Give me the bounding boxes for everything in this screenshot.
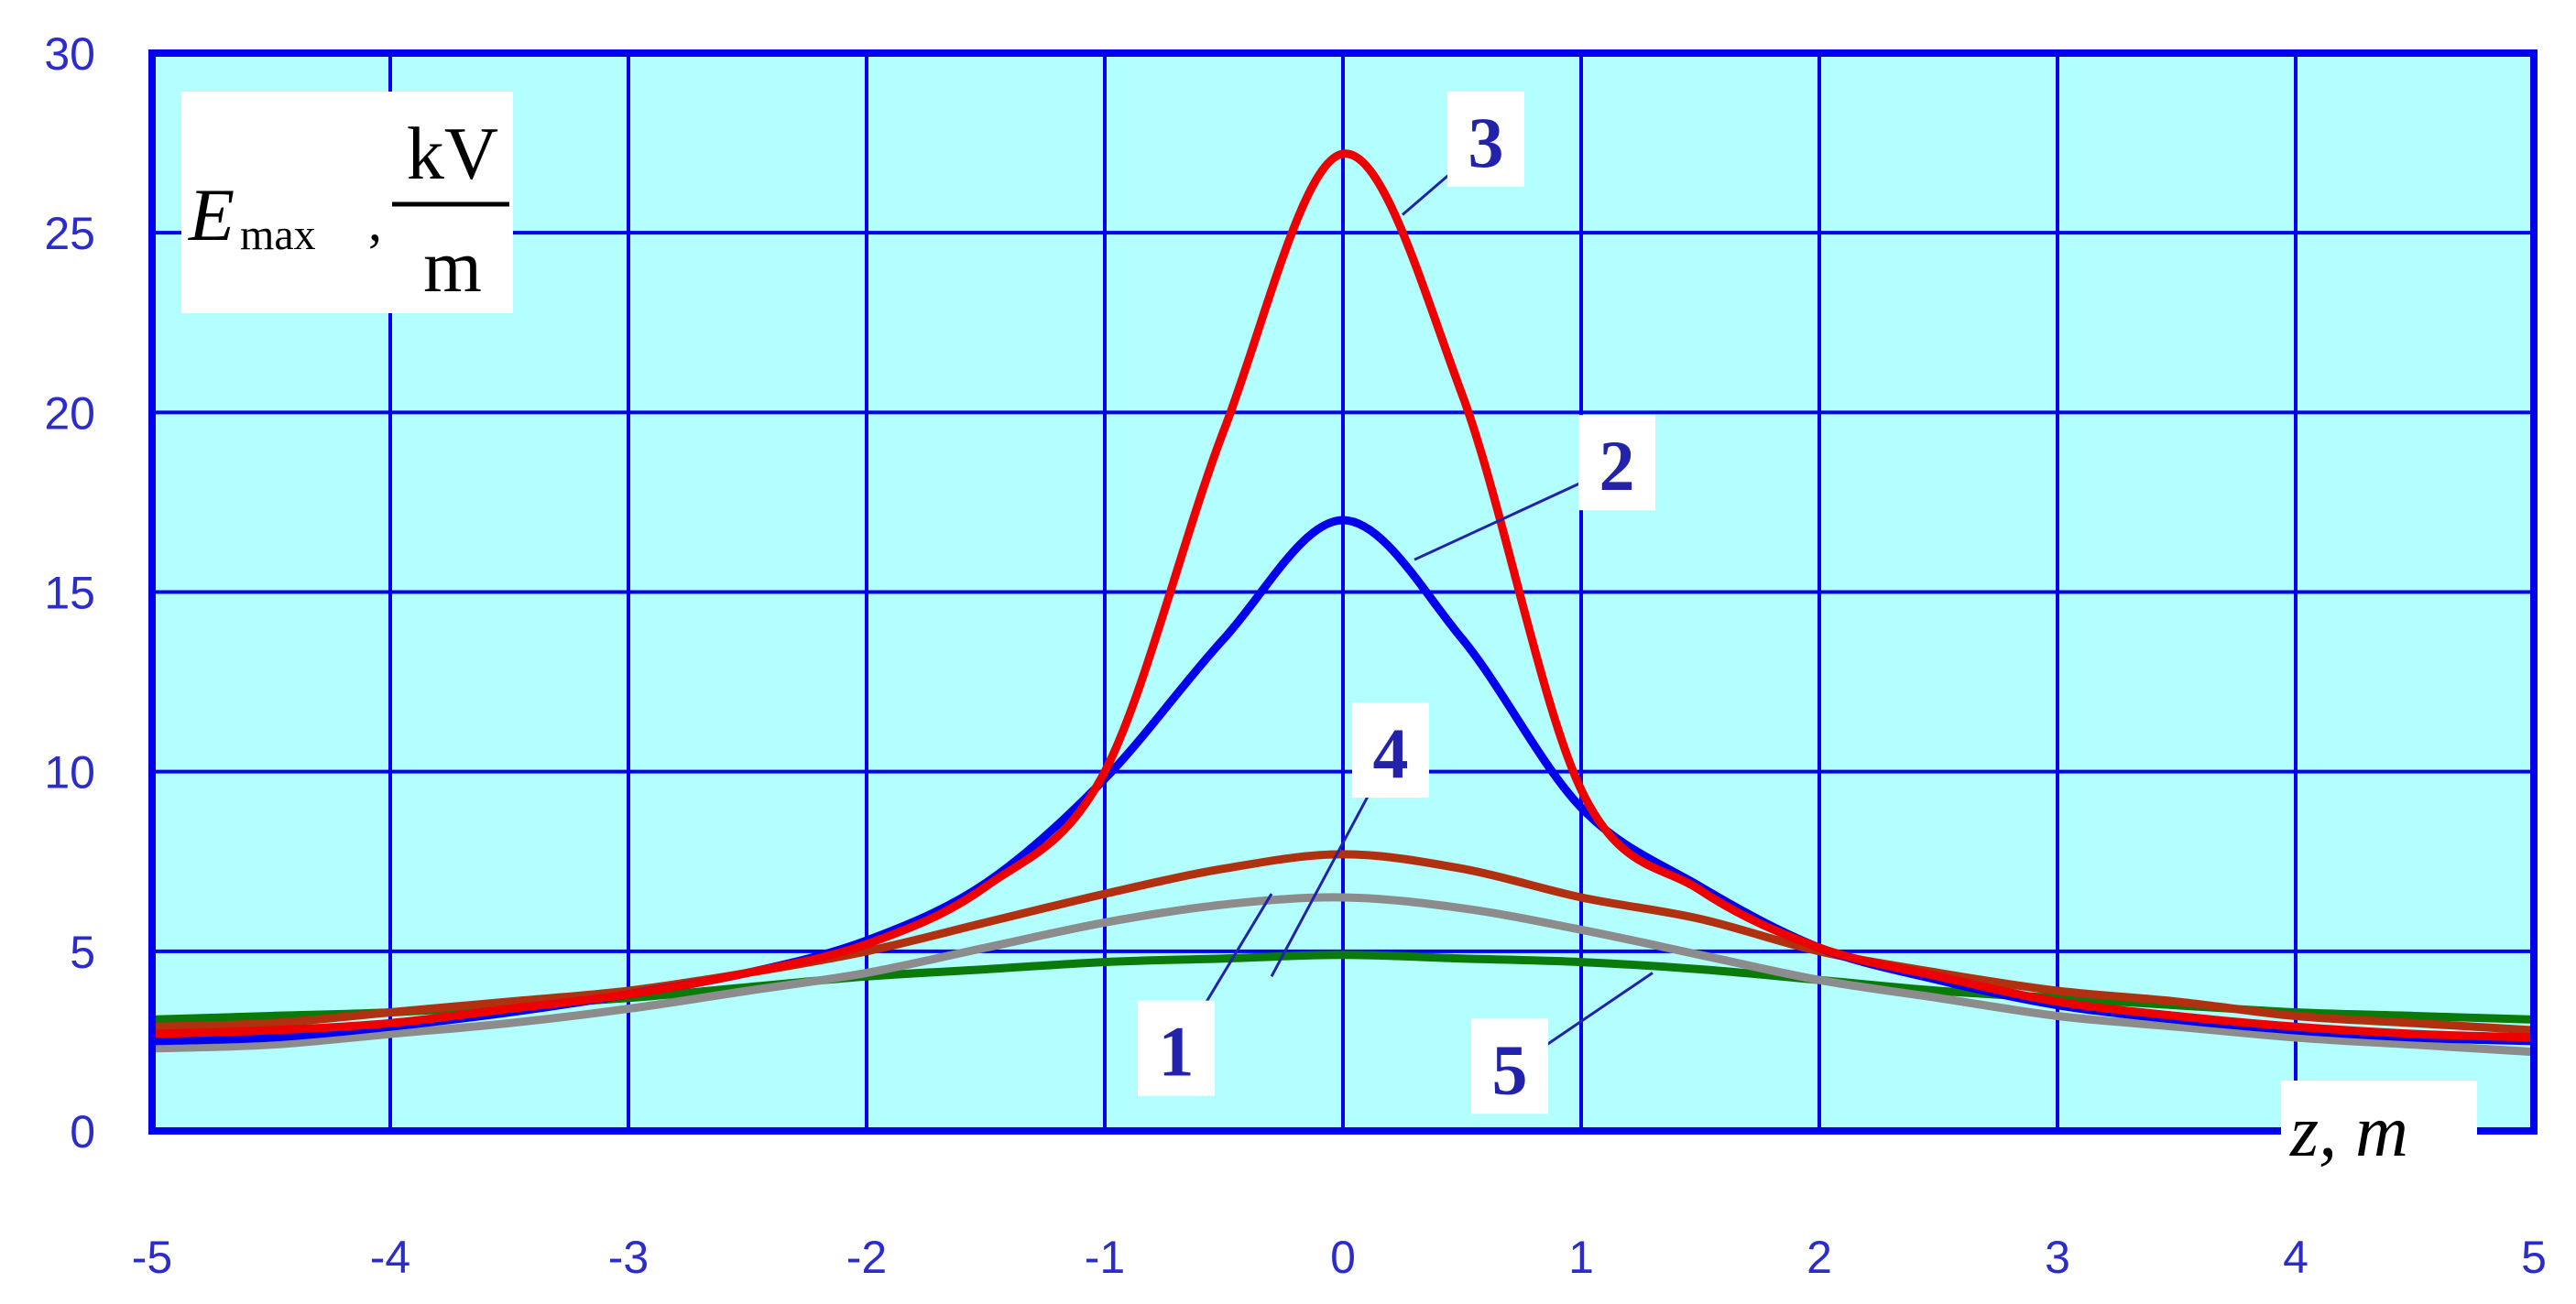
x-tick-label: 5 [2521, 1232, 2547, 1283]
annotation-box-3 [1447, 92, 1524, 188]
x-tick-label: 3 [2045, 1232, 2070, 1283]
annotation-label-3: 3 [1468, 103, 1504, 182]
x-tick-label: 0 [1330, 1232, 1356, 1283]
y-tick-label: 5 [70, 927, 95, 978]
annotation-label-5: 5 [1492, 1029, 1528, 1109]
annotation-label-1: 1 [1159, 1012, 1195, 1092]
series-lines [151, 149, 2535, 1057]
x-tick-label: -4 [370, 1232, 410, 1283]
series-line-4 [151, 850, 2535, 1035]
y-axis-label-subscript: max [240, 211, 316, 259]
annotation-label-2: 2 [1599, 426, 1635, 505]
annotation-box-1 [1138, 1000, 1215, 1096]
series-line-5 [151, 893, 2535, 1057]
y-tick-label: 20 [44, 387, 95, 439]
y-axis-label-unit-denominator: m [423, 224, 482, 308]
x-axis-label: z, m [2281, 1081, 2477, 1172]
y-tick-label: 25 [44, 208, 95, 259]
y-axis-label-unit-numerator: kV [407, 112, 498, 195]
annotation-box-2 [1578, 415, 1655, 511]
y-tick-label: 0 [70, 1106, 95, 1157]
x-tick-label: 4 [2283, 1232, 2309, 1283]
annotation-label-4: 4 [1373, 713, 1409, 793]
x-tick-label: 2 [1806, 1232, 1832, 1283]
x-tick-label: -5 [132, 1232, 172, 1283]
curve-annotations: 3 2 4 1 5 [1138, 92, 1655, 1114]
y-tick-label: 15 [44, 568, 95, 619]
plot-frame [148, 49, 2538, 1135]
x-tick-label: 1 [1568, 1232, 1594, 1283]
y-axis-label-separator: , [368, 191, 382, 252]
y-tick-label: 10 [44, 747, 95, 799]
y-tick-label: 30 [44, 28, 95, 80]
y-axis-label: E max , kV m [181, 92, 513, 313]
series-line-3 [151, 149, 2535, 1042]
x-tick-label: -3 [608, 1232, 649, 1283]
y-axis-label-symbol: E [188, 173, 235, 256]
annotation-box-4 [1352, 702, 1429, 799]
x-tick-label: -2 [846, 1232, 887, 1283]
x-tick-label: -1 [1085, 1232, 1125, 1283]
x-axis-label-text: z, m [2289, 1092, 2408, 1172]
x-axis-label-box [2281, 1081, 2477, 1172]
annotation-box-5 [1471, 1018, 1548, 1114]
